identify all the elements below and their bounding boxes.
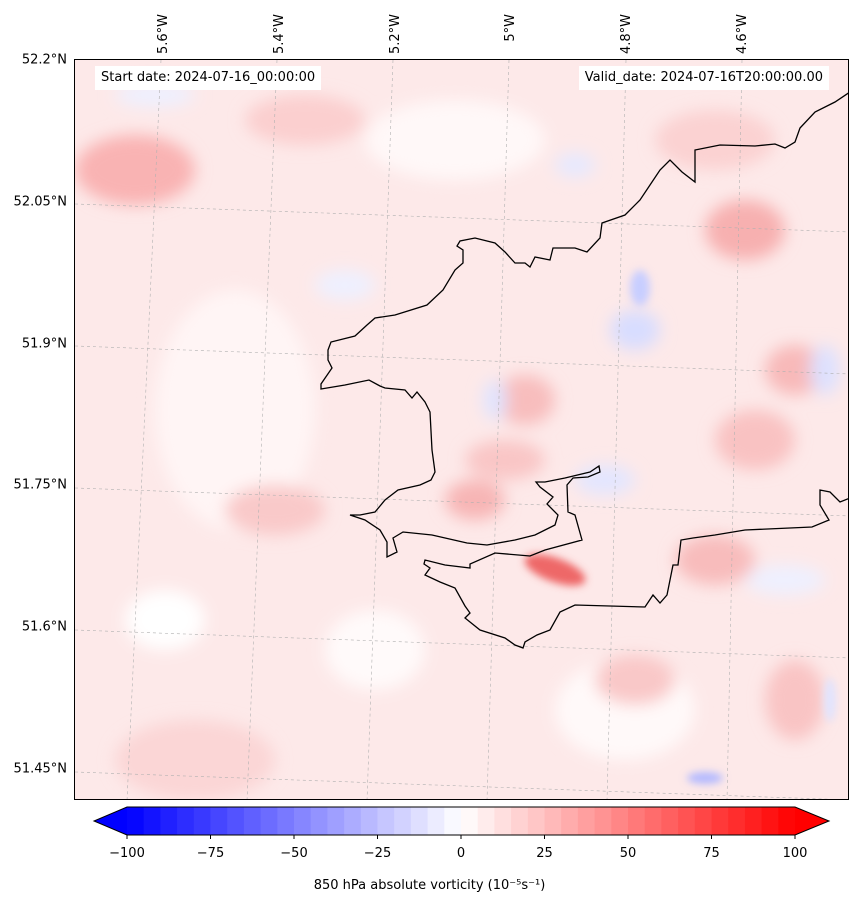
colorbar-level: [644, 807, 662, 835]
colorbar-tick: 25: [536, 846, 553, 861]
colorbar-tick: −75: [196, 846, 225, 861]
colorbar-tick: 75: [703, 846, 720, 861]
colorbar-level: [227, 807, 245, 835]
colorbar-level: [193, 807, 212, 835]
colorbar-level: [160, 807, 178, 835]
colorbar-level: [544, 807, 562, 835]
colorbar-tick: −100: [109, 846, 145, 861]
colorbar-level: [628, 807, 646, 835]
colorbar-level: [327, 807, 345, 835]
colorbar-tick: −25: [363, 846, 392, 861]
colorbar-max-extension: [795, 807, 829, 835]
colorbar-level: [561, 807, 579, 835]
colorbar-level: [344, 807, 362, 835]
colorbar-level: [277, 807, 295, 835]
colorbar-level: [294, 807, 312, 835]
colorbar-level: [661, 807, 679, 835]
colorbar-level: [527, 807, 546, 835]
lat-label-52.05: 52.05°N: [13, 194, 67, 210]
vorticity-maxima: [524, 270, 836, 784]
vorticity-map: [75, 60, 848, 799]
colorbar-level: [461, 807, 479, 835]
colorbar-level: [410, 807, 429, 835]
colorbar-level: [477, 807, 495, 835]
colorbar-level: [427, 807, 445, 835]
colorbar-level: [210, 807, 228, 835]
colorbar-level: [494, 807, 512, 835]
colorbar-level: [511, 807, 529, 835]
lon-label-5.6: 5.6°W: [156, 14, 171, 55]
colorbar-tick: 50: [619, 846, 637, 861]
colorbar-level: [143, 807, 161, 835]
colorbar-level: [243, 807, 262, 835]
lon-label-5: 5°W: [503, 14, 518, 42]
lon-label-4.8: 4.8°W: [619, 14, 634, 55]
colorbar-level: [728, 807, 746, 835]
colorbar-tick: −50: [280, 846, 308, 861]
valid-date-label: Valid_date: 2024-07-16T20:00:00.00: [578, 66, 829, 90]
lat-label-51.9: 51.9°N: [21, 336, 67, 352]
colorbar-level: [377, 807, 395, 835]
colorbar-level: [260, 807, 278, 835]
colorbar-level: [594, 807, 612, 835]
colorbar-tick: 100: [782, 846, 808, 861]
lat-label-51.6: 51.6°N: [21, 619, 67, 635]
colorbar-level: [778, 807, 796, 835]
start-date-label: Start date: 2024-07-16_00:00:00: [95, 66, 322, 90]
lat-label-51.75: 51.75°N: [13, 477, 67, 493]
colorbar: [92, 806, 831, 839]
lon-label-4.6: 4.6°W: [735, 14, 750, 55]
coastline: [320, 92, 848, 649]
colorbar-level: [611, 807, 629, 835]
colorbar-level: [577, 807, 596, 835]
colorbar-level: [127, 807, 145, 835]
colorbar-level: [394, 807, 412, 835]
colorbar-level: [444, 807, 462, 835]
colorbar-level: [177, 807, 195, 835]
lon-label-5.2: 5.2°W: [388, 14, 403, 55]
map-panel: [74, 59, 849, 800]
colorbar-min-extension: [94, 807, 127, 835]
graticule: [75, 60, 848, 799]
colorbar-level: [694, 807, 713, 835]
colorbar-level: [744, 807, 763, 835]
vorticity-field: [75, 83, 840, 799]
lon-label-5.4: 5.4°W: [272, 14, 287, 55]
colorbar-level: [678, 807, 696, 835]
colorbar-level: [310, 807, 328, 835]
colorbar-level: [711, 807, 729, 835]
colorbar-level: [761, 807, 779, 835]
colorbar-label: 850 hPa absolute vorticity (10⁻⁵s⁻¹): [313, 878, 546, 893]
lat-label-52.2: 52.2°N: [21, 52, 67, 68]
colorbar-tick: 0: [456, 846, 466, 861]
colorbar-level: [360, 807, 379, 835]
lat-label-51.45: 51.45°N: [13, 761, 67, 777]
